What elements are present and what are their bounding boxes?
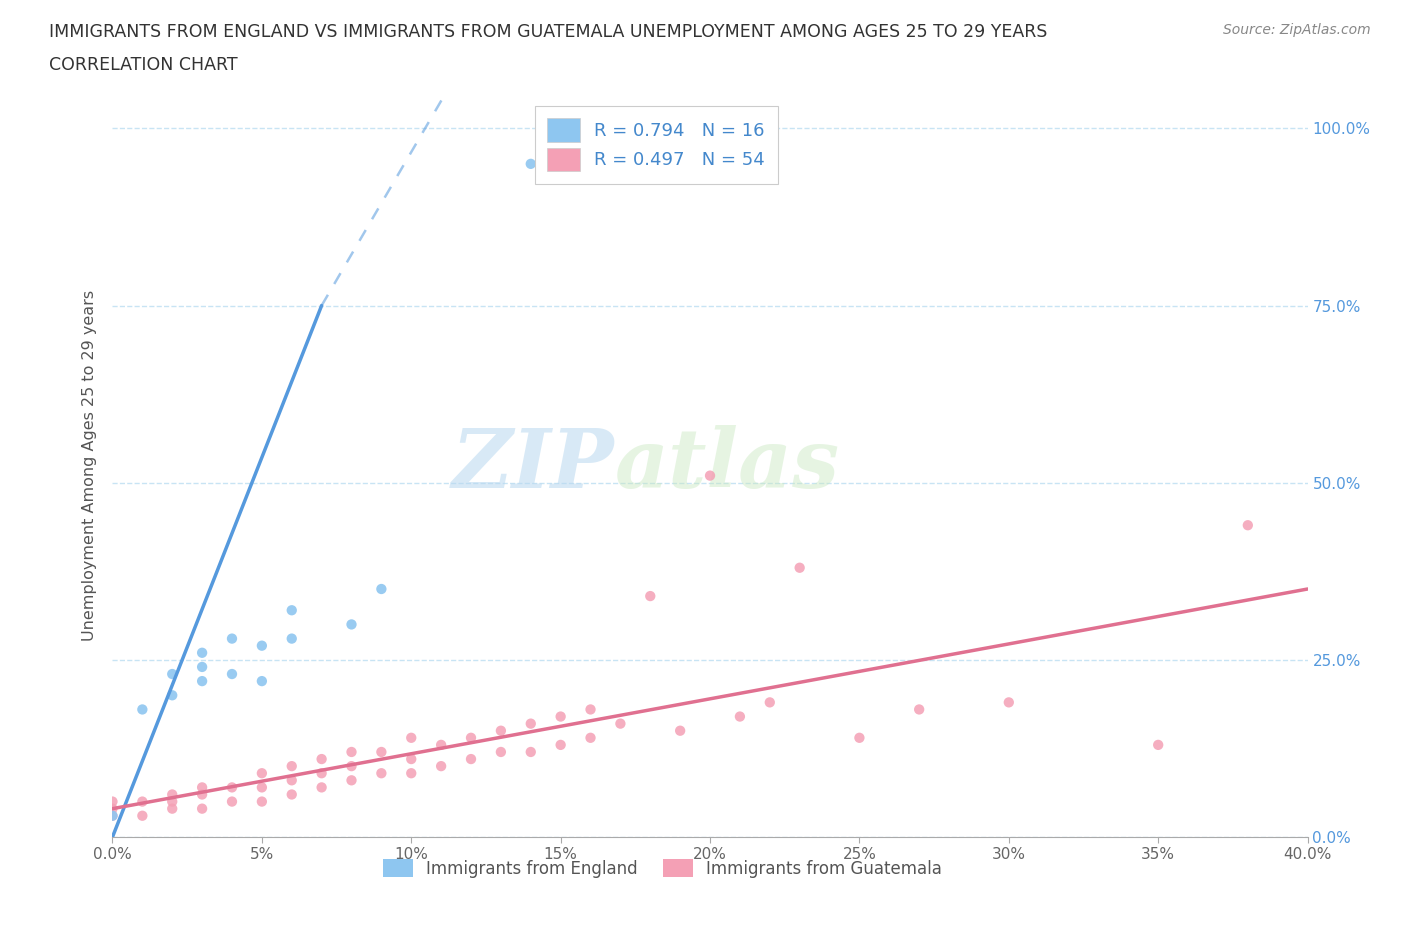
Point [340, 745, 363, 760]
Text: CORRELATION CHART: CORRELATION CHART [49, 56, 238, 73]
Point [131, 794, 153, 809]
Point [340, 773, 363, 788]
Point [101, 802, 124, 817]
Point [609, 716, 631, 731]
Point [1147, 737, 1170, 752]
Point [699, 468, 721, 483]
Point [520, 156, 543, 171]
Text: ZIP: ZIP [451, 425, 614, 505]
Point [250, 673, 273, 688]
Point [579, 730, 602, 745]
Point [669, 724, 692, 738]
Point [520, 745, 543, 760]
Point [370, 581, 392, 596]
Point [101, 808, 124, 823]
Point [550, 737, 572, 752]
Point [340, 617, 363, 631]
Point [191, 645, 214, 660]
Text: Source: ZipAtlas.com: Source: ZipAtlas.com [1223, 23, 1371, 37]
Point [460, 730, 482, 745]
Point [162, 794, 183, 809]
Point [311, 751, 333, 766]
Y-axis label: Unemployment Among Ages 25 to 29 years: Unemployment Among Ages 25 to 29 years [82, 289, 97, 641]
Point [101, 794, 124, 809]
Point [191, 673, 214, 688]
Point [908, 702, 931, 717]
Point [101, 808, 124, 823]
Point [191, 787, 214, 802]
Point [1237, 518, 1260, 533]
Point [191, 802, 214, 817]
Point [759, 695, 782, 710]
Point [430, 737, 453, 752]
Point [250, 794, 273, 809]
Point [401, 730, 423, 745]
Point [162, 802, 183, 817]
Point [401, 765, 423, 780]
Point [162, 688, 183, 703]
Point [221, 667, 243, 682]
Text: IMMIGRANTS FROM ENGLAND VS IMMIGRANTS FROM GUATEMALA UNEMPLOYMENT AMONG AGES 25 : IMMIGRANTS FROM ENGLAND VS IMMIGRANTS FR… [49, 23, 1047, 41]
Point [250, 765, 273, 780]
Point [579, 702, 602, 717]
Point [221, 794, 243, 809]
Point [370, 765, 392, 780]
Point [728, 709, 751, 724]
Point [131, 702, 153, 717]
Point [340, 759, 363, 774]
Point [281, 787, 304, 802]
Point [162, 787, 183, 802]
Point [550, 709, 572, 724]
Point [250, 638, 273, 653]
Point [311, 780, 333, 795]
Legend: Immigrants from England, Immigrants from Guatemala: Immigrants from England, Immigrants from… [375, 853, 949, 884]
Point [430, 759, 453, 774]
Point [281, 631, 304, 646]
Point [370, 745, 392, 760]
Text: atlas: atlas [614, 425, 839, 505]
Point [131, 808, 153, 823]
Point [221, 780, 243, 795]
Point [221, 631, 243, 646]
Point [460, 751, 482, 766]
Point [640, 589, 662, 604]
Point [191, 659, 214, 674]
Point [281, 773, 304, 788]
Point [281, 603, 304, 618]
Point [489, 745, 512, 760]
Point [998, 695, 1021, 710]
Point [250, 780, 273, 795]
Point [191, 780, 214, 795]
Point [401, 751, 423, 766]
Point [848, 730, 870, 745]
Point [520, 716, 543, 731]
Point [789, 560, 811, 575]
Point [281, 759, 304, 774]
Point [489, 724, 512, 738]
Point [162, 667, 183, 682]
Point [311, 765, 333, 780]
